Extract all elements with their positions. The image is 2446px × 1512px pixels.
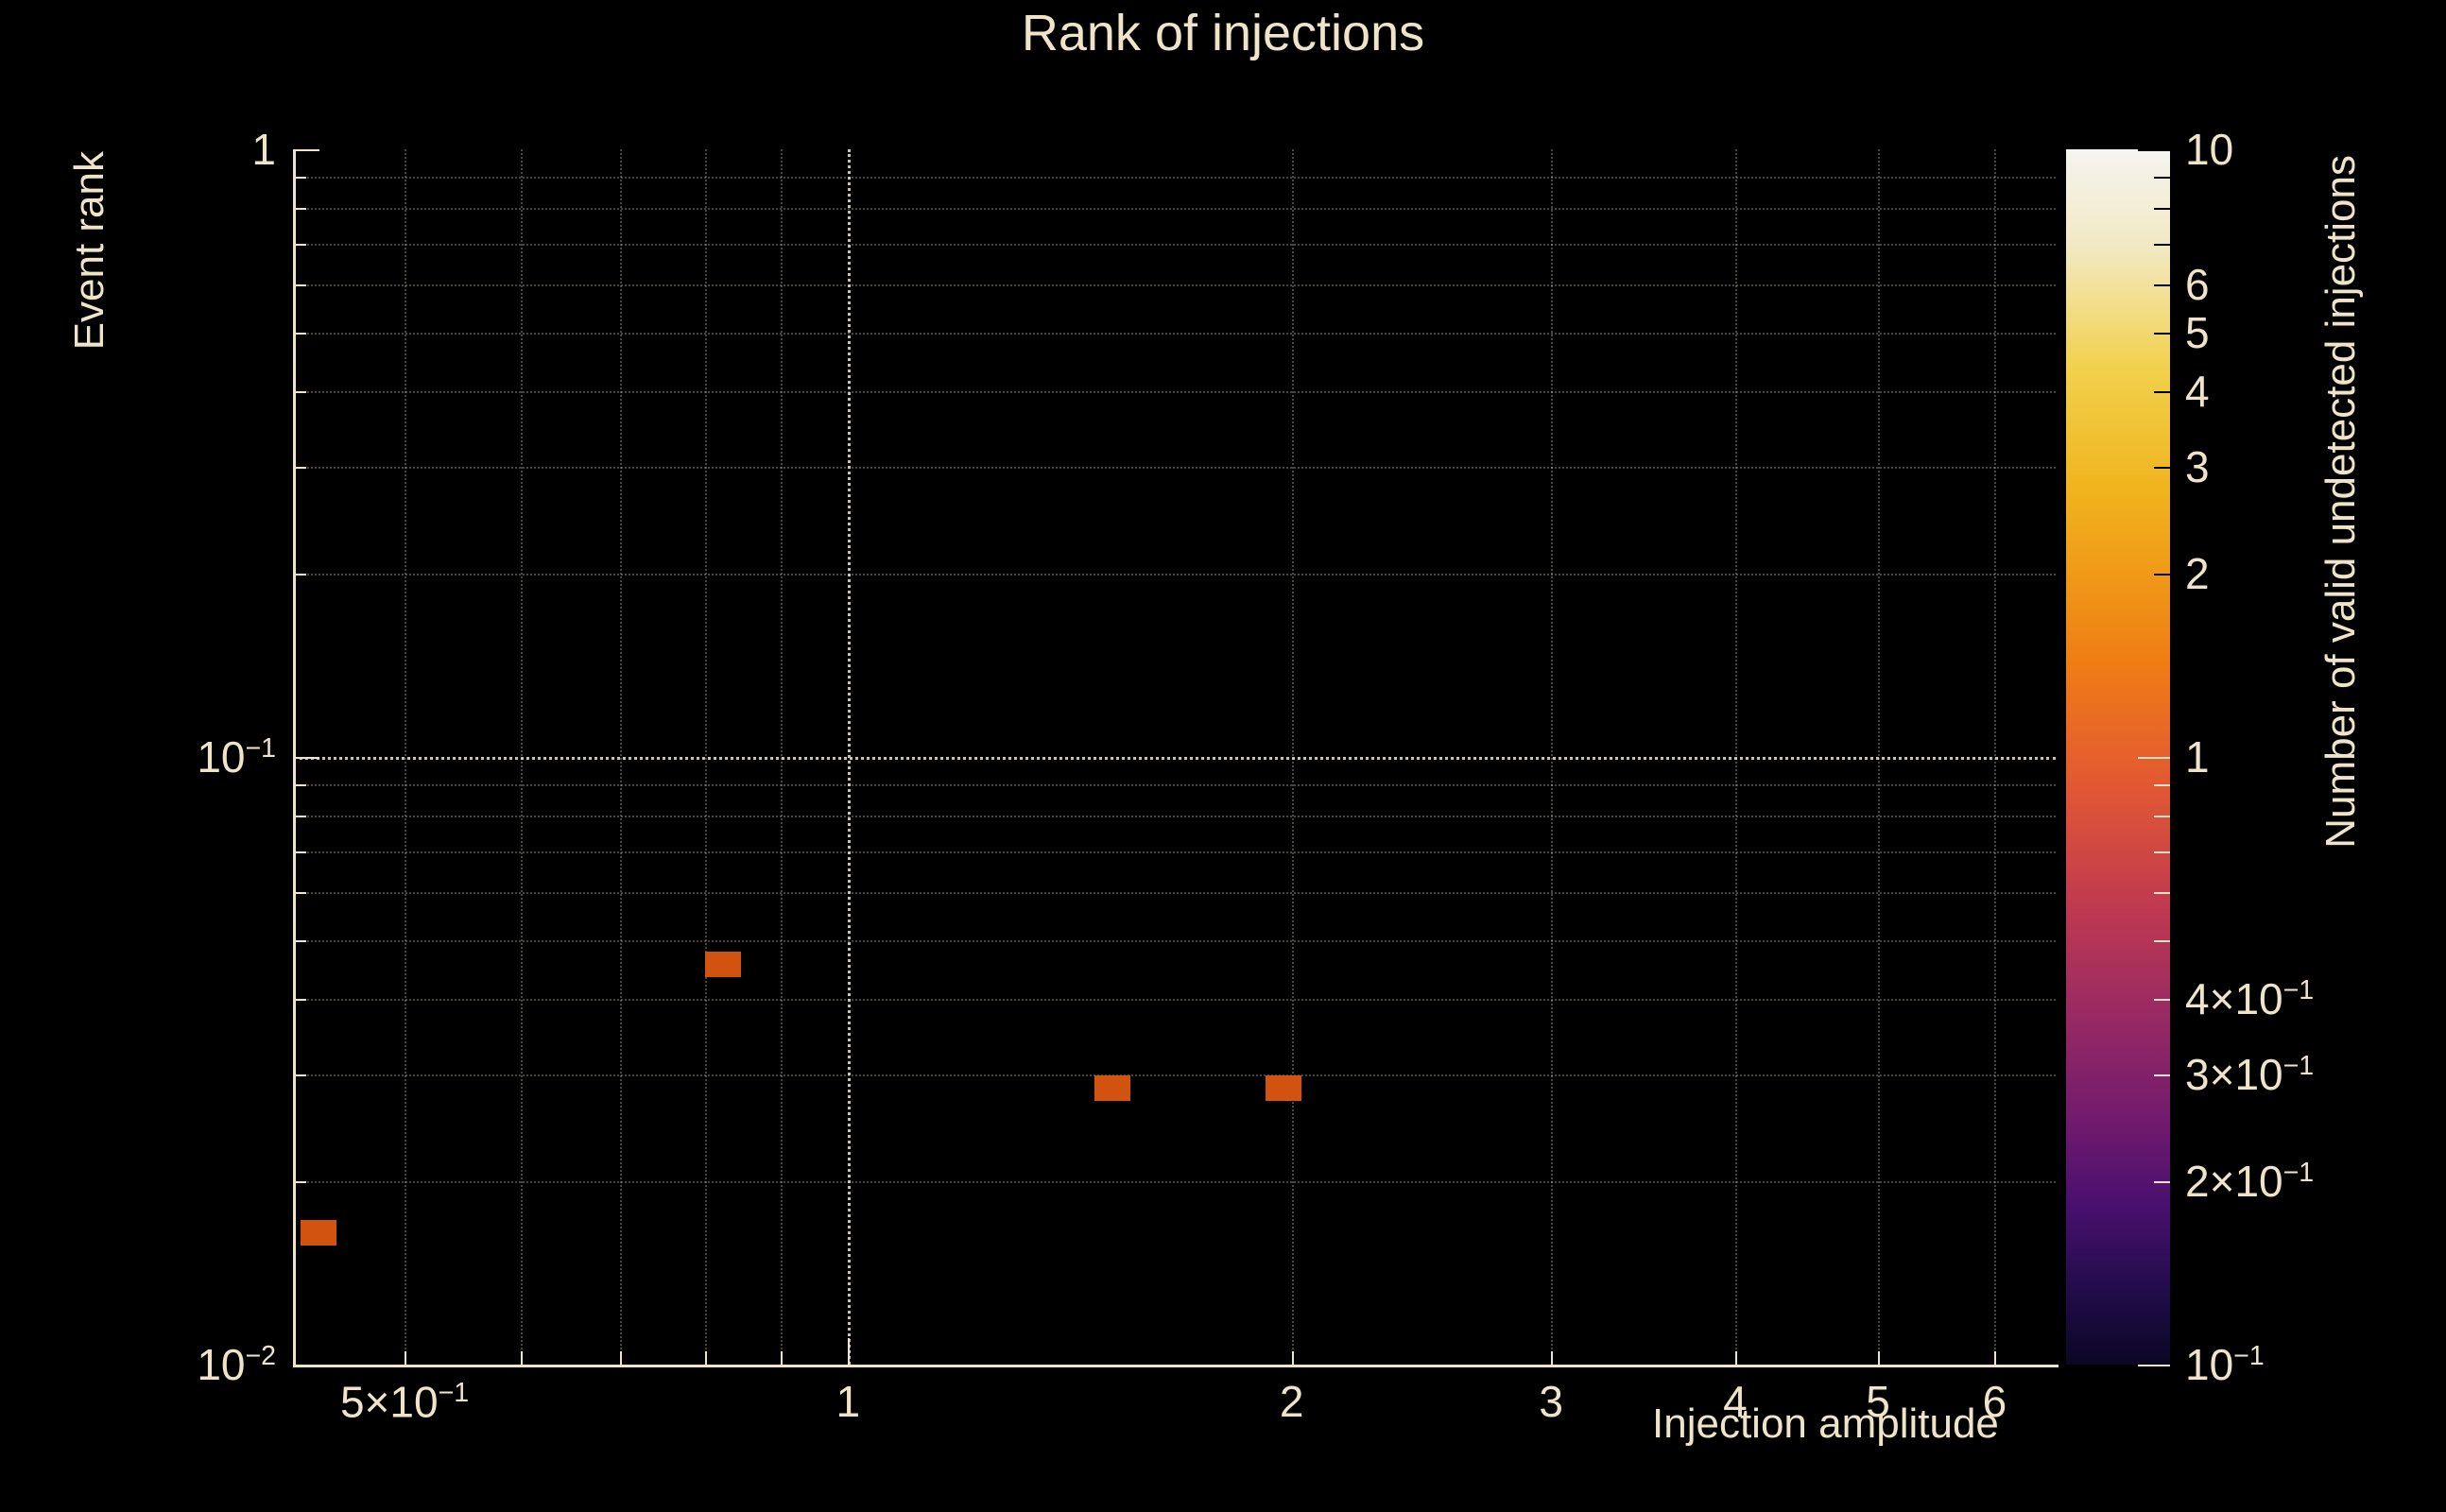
data-cell (301, 1219, 336, 1246)
x-tick-label: 6 (1982, 1377, 2007, 1426)
colorbar-tick-mark (2154, 390, 2170, 393)
colorbar-tick-mark (2154, 1181, 2170, 1184)
plot-area (293, 149, 2056, 1365)
chart-title: Rank of injections (1021, 5, 1425, 61)
x-tick-mark (405, 1351, 407, 1365)
gridline-horizontal (293, 177, 2056, 180)
y-axis-title: Event rank (66, 151, 112, 351)
y-tick-mark (293, 177, 306, 180)
x-tick-mark (781, 1351, 783, 1365)
x-tick-label: 5×10−1 (339, 1377, 470, 1427)
gridline-horizontal (293, 850, 2056, 853)
colorbar-tick-mark (2154, 284, 2170, 286)
colorbar-tick-label: 4×10−1 (2185, 974, 2315, 1024)
colorbar-tick-label: 2×10−1 (2185, 1157, 2315, 1207)
colorbar-tick-label: 2 (2185, 549, 2210, 599)
x-tick-mark (1551, 1351, 1554, 1365)
colorbar-tick-mark (2154, 332, 2170, 335)
colorbar-tick-mark (2154, 574, 2170, 576)
gridline-horizontal (293, 1181, 2056, 1184)
gridline-horizontal (293, 998, 2056, 1001)
colorbar-tick-mark (2154, 467, 2170, 470)
colorbar-tick-label: 10 (2185, 125, 2234, 174)
colorbar-tick-mark (2154, 177, 2170, 180)
gridline-horizontal (293, 284, 2056, 286)
y-tick-mark (293, 757, 319, 759)
y-tick-mark (293, 939, 306, 942)
gridline-horizontal (293, 390, 2056, 393)
x-tick-label: 4 (1723, 1377, 1748, 1426)
y-tick-mark (293, 467, 306, 470)
colorbar-tick-label: 6 (2185, 259, 2210, 309)
y-tick-mark (293, 891, 306, 894)
gridline-horizontal (293, 816, 2056, 818)
x-tick-mark (1291, 1351, 1294, 1365)
colorbar-tick-mark (2154, 1074, 2170, 1077)
colorbar-tick-label: 3 (2185, 442, 2210, 492)
y-tick-mark (293, 998, 306, 1001)
x-tick-label: 3 (1539, 1377, 1563, 1426)
y-tick-mark (293, 390, 306, 393)
colorbar-tick-label: 1 (2185, 732, 2210, 782)
y-tick-mark (293, 284, 306, 286)
colorbar-tick-mark (2154, 208, 2170, 211)
colorbar-tick-mark (2154, 816, 2170, 818)
x-tick-label: 2 (1279, 1377, 1304, 1426)
colorbar-tick-mark (2154, 243, 2170, 246)
x-tick-mark (705, 1351, 708, 1365)
x-axis-title: Injection amplitude (1652, 1400, 1999, 1447)
colorbar-tick-label: 5 (2185, 307, 2210, 357)
gridline-horizontal (293, 784, 2056, 787)
data-cell (1094, 1075, 1131, 1102)
y-tick-mark (293, 1074, 306, 1077)
colorbar-tick-mark (2154, 998, 2170, 1001)
gridline-horizontal (293, 332, 2056, 335)
gridline-horizontal (293, 891, 2056, 894)
colorbar-tick-mark (2138, 149, 2170, 151)
y-tick-label: 1 (251, 125, 276, 174)
x-tick-label: 1 (835, 1377, 861, 1426)
gridline-horizontal (293, 208, 2056, 211)
y-tick-mark (293, 149, 319, 151)
y-tick-mark (293, 784, 306, 787)
axis-line-bottom (293, 1365, 2058, 1367)
y-tick-mark (293, 816, 306, 818)
data-cell (1266, 1075, 1301, 1102)
colorbar-tick-mark (2138, 1365, 2170, 1366)
gridline-horizontal (293, 757, 2056, 760)
y-tick-mark (293, 332, 306, 335)
colorbar-tick-mark (2154, 939, 2170, 942)
gridline-horizontal (293, 574, 2056, 576)
colorbar-tick-label: 3×10−1 (2185, 1050, 2315, 1100)
colorbar-tick-label: 10−1 (2185, 1340, 2265, 1390)
y-tick-mark (293, 574, 306, 576)
gridline-horizontal (293, 243, 2056, 246)
y-tick-label: 10−2 (197, 1340, 276, 1390)
y-tick-mark (293, 208, 306, 211)
colorbar-tick-mark (2154, 850, 2170, 853)
colorbar-tick-label: 4 (2185, 366, 2210, 416)
y-tick-mark (293, 243, 306, 246)
x-tick-mark (619, 1351, 622, 1365)
y-tick-mark (293, 1181, 306, 1184)
colorbar-title: Number of valid undetected injections (2317, 155, 2364, 849)
gridline-horizontal (293, 939, 2056, 942)
x-tick-mark (521, 1351, 524, 1365)
y-tick-mark (293, 850, 306, 853)
x-tick-mark (1878, 1351, 1881, 1365)
y-tick-label: 10−1 (197, 732, 276, 782)
data-cell (705, 952, 742, 978)
colorbar-tick-mark (2154, 891, 2170, 894)
colorbar-tick-mark (2154, 784, 2170, 787)
gridline-horizontal (293, 467, 2056, 470)
y-tick-mark (293, 1365, 319, 1366)
x-tick-mark (848, 1338, 851, 1365)
gridline-horizontal (293, 1074, 2056, 1077)
x-tick-label: 5 (1866, 1377, 1890, 1426)
x-tick-mark (1734, 1351, 1737, 1365)
colorbar-tick-mark (2138, 757, 2170, 759)
x-tick-mark (1994, 1351, 1997, 1365)
